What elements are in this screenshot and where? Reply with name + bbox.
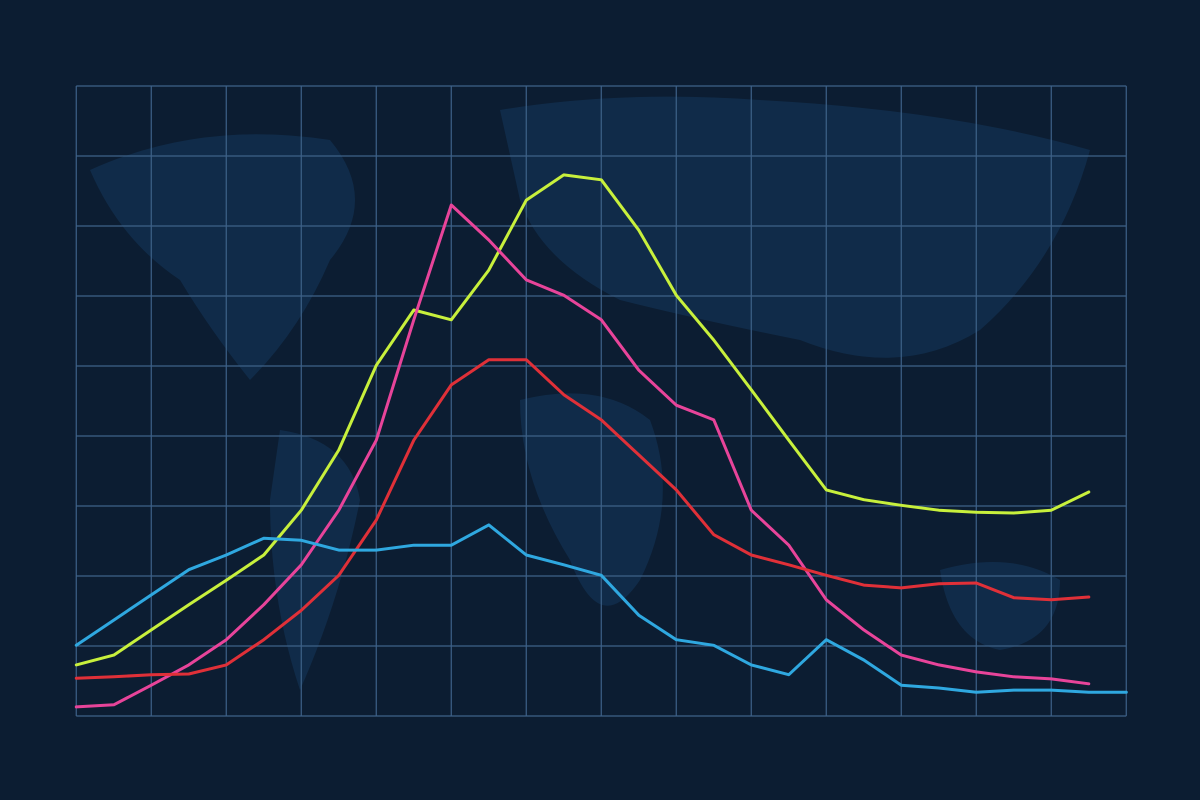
continent <box>270 430 360 690</box>
continent <box>520 393 663 606</box>
continent <box>500 96 1090 358</box>
data-line <box>74 203 1091 709</box>
continent <box>90 134 355 380</box>
data-line <box>74 523 1128 694</box>
data-line <box>74 358 1091 680</box>
world-map <box>90 96 1090 690</box>
data-line <box>74 173 1091 667</box>
